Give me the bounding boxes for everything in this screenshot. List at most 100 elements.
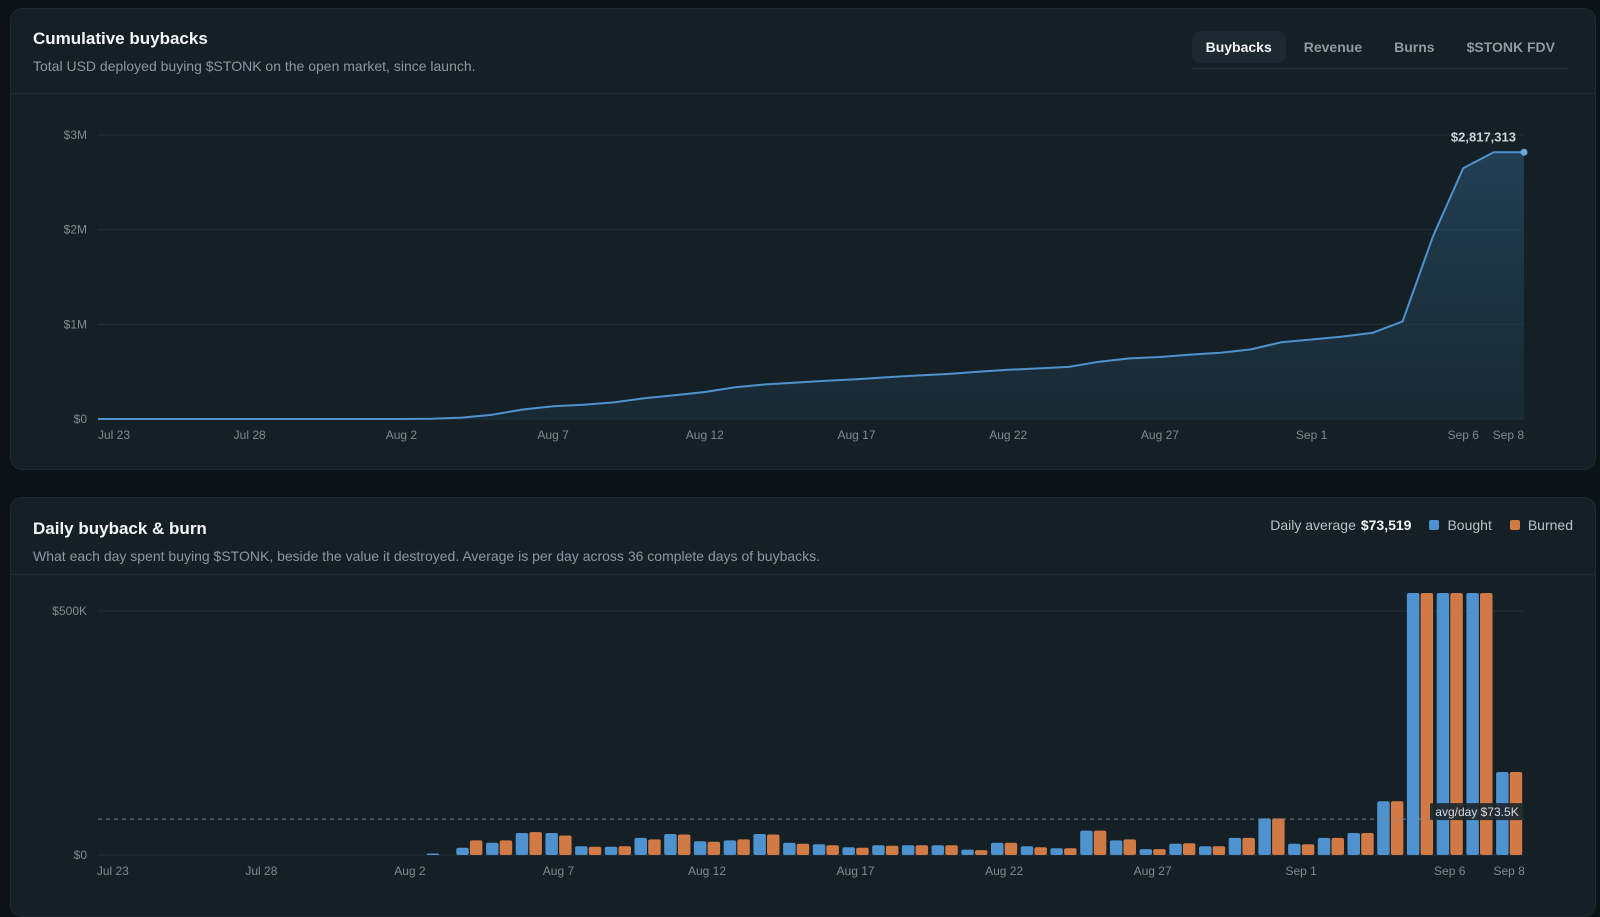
- y-tick-label: $0: [74, 412, 88, 426]
- last-point-marker: [1520, 148, 1528, 156]
- daily-title: Daily buyback & burn: [33, 519, 207, 538]
- burned-bar: [618, 846, 631, 855]
- burned-bar: [588, 846, 602, 855]
- tab-revenue[interactable]: Revenue: [1303, 39, 1363, 55]
- x-tick-label: Jul 23: [97, 864, 129, 878]
- burned-bar: [975, 850, 988, 855]
- x-tick-label: Jul 28: [245, 864, 277, 878]
- bought-bar: [486, 842, 499, 855]
- x-tick-label: Aug 27: [1134, 864, 1172, 878]
- burned-bar: [737, 839, 750, 855]
- daily-subtitle: What each day spent buying $STONK, besid…: [33, 548, 821, 564]
- bought-bar: [1347, 833, 1360, 855]
- bought-bar: [545, 833, 558, 855]
- bought-bar: [456, 847, 469, 855]
- burned-bar: [1153, 849, 1166, 855]
- x-tick-label: Sep 6: [1448, 428, 1480, 442]
- bought-bar: [812, 844, 826, 855]
- bought-swatch: [1429, 520, 1440, 530]
- burned-bar: [648, 839, 661, 855]
- x-tick-label: Sep 1: [1296, 428, 1328, 442]
- bought-bar: [842, 847, 855, 855]
- bought-bar: [634, 837, 647, 855]
- tab-stonk-fdv[interactable]: $STONK FDV: [1466, 39, 1555, 55]
- cumulative-line: [98, 151, 1524, 420]
- burned-bar: [1004, 842, 1018, 855]
- burned-bar: [1123, 839, 1136, 855]
- legend-burned-label: Burned: [1527, 517, 1573, 533]
- bought-bar: [693, 841, 707, 855]
- tab-burns[interactable]: Burns: [1394, 39, 1435, 55]
- bought-bar: [1109, 840, 1123, 855]
- bought-bar: [961, 849, 974, 855]
- bought-bar: [1466, 593, 1479, 855]
- burned-bar: [1450, 593, 1463, 855]
- burned-bar: [1242, 837, 1255, 855]
- burned-bar: [1420, 593, 1434, 855]
- burned-bar: [856, 847, 869, 855]
- bought-bar: [1020, 846, 1034, 855]
- bought-bar: [723, 840, 737, 855]
- bought-bar: [872, 845, 885, 855]
- bought-bar: [991, 842, 1004, 855]
- burned-bar: [945, 845, 958, 855]
- bought-bar: [1139, 849, 1153, 855]
- legend-bought-label: Bought: [1447, 517, 1492, 533]
- x-tick-label: Aug 7: [537, 428, 569, 442]
- burned-bar: [885, 845, 899, 855]
- bought-bar: [1080, 830, 1093, 855]
- tab-buybacks[interactable]: Buybacks: [1191, 31, 1286, 63]
- burned-bar: [796, 843, 810, 855]
- x-tick-label: Aug 27: [1141, 428, 1179, 442]
- bought-bar: [1288, 843, 1301, 855]
- bought-bar: [515, 833, 529, 855]
- burned-bar: [1034, 847, 1047, 855]
- bought-bar: [783, 842, 796, 855]
- burned-bar: [529, 832, 542, 855]
- burned-bar: [1182, 843, 1196, 855]
- last-value-label: $2,817,313: [1451, 129, 1516, 144]
- bought-bar: [1406, 593, 1420, 855]
- x-tick-label: Sep 6: [1434, 864, 1466, 878]
- y-tick-label: $3M: [64, 128, 87, 142]
- average-label-bg: [1430, 803, 1524, 821]
- x-tick-label: Aug 12: [686, 428, 724, 442]
- x-tick-label: Aug 2: [394, 864, 426, 878]
- bought-bar: [1317, 837, 1331, 855]
- x-tick-label: Jul 28: [234, 428, 266, 442]
- bought-bar: [931, 845, 945, 855]
- x-tick-label: Aug 22: [989, 428, 1027, 442]
- x-tick-label: Sep 8: [1493, 864, 1525, 878]
- cumulative-title: Cumulative buybacks: [33, 29, 208, 48]
- x-tick-label: Aug 2: [386, 428, 418, 442]
- burned-bar: [1390, 801, 1404, 855]
- daily-chart: $500K $0 avg/day $73.5K Jul 23 Jul 28 Aug 2 Au…: [52, 593, 1525, 878]
- average-line-label: avg/day $73.5K: [1435, 805, 1518, 819]
- bought-bar: [664, 834, 677, 855]
- burned-bar: [1272, 818, 1285, 855]
- bought-bar: [604, 846, 618, 855]
- bought-bar: [753, 834, 766, 855]
- cumulative-buybacks-panel: Cumulative buybacks Total USD deployed b…: [10, 8, 1596, 470]
- bought-bar: [1228, 837, 1242, 855]
- daily-average-label: Daily average: [1270, 517, 1356, 533]
- bought-bar: [1377, 801, 1390, 855]
- x-tick-label: Aug 12: [688, 864, 726, 878]
- burned-bar: [1212, 846, 1226, 855]
- x-tick-label: Sep 8: [1493, 428, 1525, 442]
- y-tick-label: $1M: [64, 317, 87, 331]
- cumulative-area: [98, 152, 1524, 420]
- x-tick-label: Aug 17: [837, 864, 875, 878]
- y-tick-label: $0: [74, 848, 88, 862]
- burned-bar: [499, 840, 513, 855]
- y-tick-label: $500K: [52, 604, 87, 618]
- burned-bar: [559, 835, 572, 855]
- bought-bar: [1436, 593, 1450, 855]
- burned-bar: [1064, 848, 1077, 855]
- y-tick-label: $2M: [64, 223, 87, 237]
- bought-bar: [1050, 848, 1063, 855]
- burned-bar: [826, 845, 839, 855]
- bought-bar: [426, 853, 440, 855]
- bought-bar: [1199, 846, 1212, 855]
- burned-bar: [1301, 844, 1315, 855]
